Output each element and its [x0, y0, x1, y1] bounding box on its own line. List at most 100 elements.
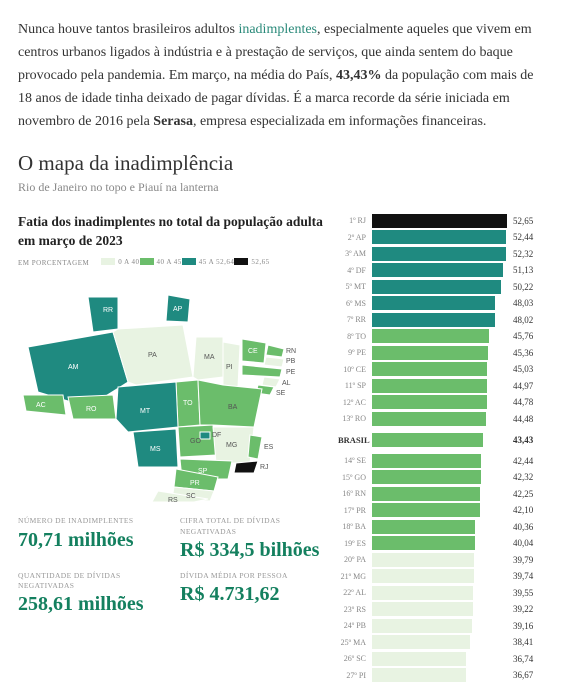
rank-value: 39,22 — [511, 604, 545, 614]
stat-label: DÍVIDA MÉDIA POR PESSOA — [180, 571, 328, 581]
rank-row: 19º ES40,04 — [338, 536, 545, 551]
svg-text:MA: MA — [204, 354, 215, 361]
rank-value: 44,78 — [511, 397, 545, 407]
rank-value: 44,97 — [511, 381, 545, 391]
stat-cell: CIFRA TOTAL DE DÍVIDAS NEGATIVADASR$ 334… — [180, 516, 328, 560]
rank-row: 26º SC36,74 — [338, 651, 545, 666]
rank-position: 19º ES — [338, 539, 368, 548]
rank-position: 18º BA — [338, 522, 368, 531]
rank-bar — [372, 602, 473, 616]
rank-row: 1º RJ52,65 — [338, 213, 545, 228]
rank-bar — [372, 247, 506, 261]
rank-position: 26º SC — [338, 654, 368, 663]
rank-row: 17º PR42,10 — [338, 503, 545, 518]
rank-value: 40,36 — [511, 522, 545, 532]
rank-bar — [372, 263, 503, 277]
rank-bar-wrap — [372, 214, 507, 228]
rank-row: 23º RS 39,22 — [338, 602, 545, 617]
rank-value: 45,03 — [511, 364, 545, 374]
svg-text:PB: PB — [286, 358, 296, 365]
svg-text:PE: PE — [286, 369, 296, 376]
state-rr — [88, 297, 118, 332]
rank-position: 15º GO — [338, 473, 368, 482]
rank-bar — [372, 652, 466, 666]
svg-text:BA: BA — [228, 404, 238, 411]
rank-value: 48,02 — [511, 315, 545, 325]
stat-label: QUANTIDADE DE DÍVIDAS NEGATIVADAS — [18, 571, 166, 591]
rank-bar — [372, 280, 501, 294]
svg-text:ES: ES — [264, 444, 274, 451]
rank-bar-wrap — [372, 470, 507, 484]
rank-bar-wrap — [372, 296, 507, 310]
rank-position: 3º AM — [338, 249, 368, 258]
legend-swatch — [101, 258, 115, 265]
rank-bar-wrap — [372, 536, 507, 550]
rank-row: 16º RN42,25 — [338, 486, 545, 501]
rank-row: 21º MG39,74 — [338, 569, 545, 584]
svg-text:SC: SC — [186, 493, 196, 500]
rank-bar-wrap — [372, 362, 507, 376]
rank-bar-wrap — [372, 379, 507, 393]
rank-row: 14º SE42,44 — [338, 453, 545, 468]
stat-value: R$ 4.731,62 — [180, 584, 328, 605]
rank-row: 11º SP44,97 — [338, 378, 545, 393]
state-mt — [116, 382, 178, 432]
rank-value: 51,13 — [511, 265, 545, 275]
rank-bar — [372, 586, 473, 600]
rank-value: 45,76 — [511, 331, 545, 341]
rank-bar-wrap — [372, 553, 507, 567]
brasil-bar — [372, 433, 483, 447]
rank-bar — [372, 329, 489, 343]
rank-row: 2º AP52,44 — [338, 230, 545, 245]
rank-value: 48,03 — [511, 298, 545, 308]
rank-position: 23º RS — [338, 605, 368, 614]
rank-bar — [372, 346, 488, 360]
rank-position: 7º RR — [338, 315, 368, 324]
rank-bar — [372, 214, 507, 228]
text: Nunca houve tantos brasileiros adultos — [18, 22, 238, 37]
svg-text:MS: MS — [150, 446, 161, 453]
rank-row: 10º CE45,03 — [338, 362, 545, 377]
svg-text:RR: RR — [103, 307, 113, 314]
rank-position: 22º AL — [338, 588, 368, 597]
svg-text:GO: GO — [190, 438, 201, 445]
rank-bar — [372, 395, 487, 409]
svg-text:PI: PI — [226, 364, 233, 371]
ranking-top: 1º RJ52,652º AP52,443º AM52,324º DF51,13… — [338, 213, 545, 426]
rank-value: 42,10 — [511, 505, 545, 515]
rank-position: 4º DF — [338, 266, 368, 275]
rank-bar-wrap — [372, 247, 507, 261]
rank-bar-wrap — [372, 412, 507, 426]
legend-label-text: 40 A 45 — [157, 258, 182, 266]
stat-value: R$ 334,5 bilhões — [180, 540, 328, 561]
state-pb — [264, 357, 284, 367]
rank-value: 45,36 — [511, 348, 545, 358]
legend-label-text: 52,65 — [251, 258, 269, 266]
rank-value: 52,44 — [511, 232, 545, 242]
rank-value: 42,44 — [511, 456, 545, 466]
svg-text:AM: AM — [68, 364, 79, 371]
rank-row: 15º GO42,32 — [338, 470, 545, 485]
svg-text:SE: SE — [276, 390, 286, 397]
rank-bar-wrap — [372, 454, 507, 468]
svg-text:MT: MT — [140, 408, 151, 415]
rank-bar-wrap — [372, 569, 507, 583]
svg-text:PA: PA — [148, 352, 157, 359]
inadimplentes-link[interactable]: inadimplentes — [238, 22, 317, 37]
stat-label: NÚMERO DE INADIMPLENTES — [18, 516, 166, 526]
rank-bar-wrap — [372, 263, 507, 277]
rank-bar-wrap — [372, 619, 507, 633]
viz-right-column: 1º RJ52,652º AP52,443º AM52,324º DF51,13… — [338, 213, 545, 683]
rank-position: 5º MT — [338, 282, 368, 291]
stat-cell: QUANTIDADE DE DÍVIDAS NEGATIVADAS258,61 … — [18, 571, 166, 615]
rank-row: 18º BA 40,36 — [338, 519, 545, 534]
rank-row: 20º PA39,79 — [338, 552, 545, 567]
svg-text:DF: DF — [212, 432, 221, 439]
chart-title: Fatia dos inadimplentes no total da popu… — [18, 213, 328, 249]
legend-item: 45 A 52,64 — [182, 258, 235, 266]
legend-label-text: 0 A 40 — [118, 258, 139, 266]
rank-bar — [372, 553, 474, 567]
svg-text:MG: MG — [226, 442, 237, 449]
rank-row: 12º AC44,78 — [338, 395, 545, 410]
state-rn — [266, 345, 284, 357]
